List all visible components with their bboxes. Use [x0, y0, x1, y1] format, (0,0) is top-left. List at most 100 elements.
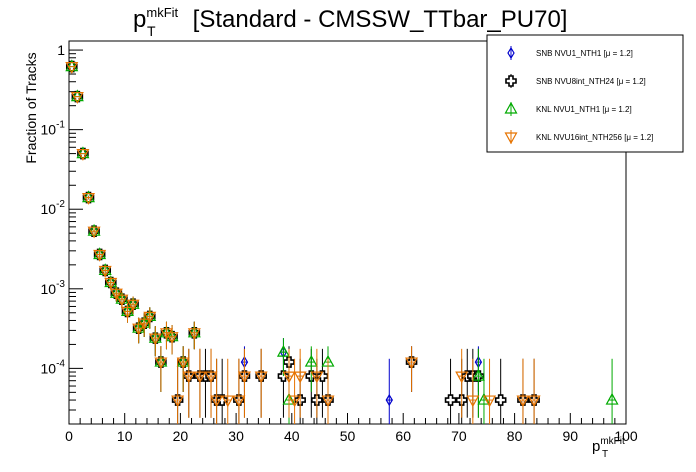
- data-point: [282, 371, 296, 384]
- data-point: [494, 394, 507, 406]
- data-point: [76, 149, 90, 161]
- xlabel-sup: mkFit: [600, 436, 625, 447]
- x-tick-label: 0: [65, 428, 73, 444]
- data-point: [385, 393, 393, 407]
- x-tick-label: 90: [563, 428, 579, 444]
- title-sub: T: [147, 23, 156, 39]
- data-point: [171, 395, 185, 408]
- data-point: [254, 371, 268, 384]
- data-point: [483, 395, 497, 408]
- y-tick-label: 10-3: [41, 279, 66, 297]
- data-point: [176, 357, 190, 370]
- legend: SNB NVU1_NTH1 [μ = 1.2] SNB NVU8int_NTH24…: [486, 34, 684, 153]
- data-point: [76, 146, 90, 159]
- x-tick-label: 70: [451, 428, 467, 444]
- data-point: [159, 328, 173, 341]
- data-point: [321, 395, 335, 408]
- data-point: [288, 395, 302, 408]
- data-point: [115, 294, 129, 307]
- legend-label: SNB NVU1_NTH1 [μ = 1.2]: [536, 49, 633, 58]
- legend-marker: [505, 75, 517, 87]
- data-point: [137, 318, 151, 331]
- legend-entry-1: SNB NVU1_NTH1 [μ = 1.2]: [507, 46, 633, 60]
- data-point: [444, 394, 457, 406]
- data-point: [109, 288, 123, 301]
- series-2: [65, 60, 540, 424]
- legend-label: SNB NVU8int_NTH24 [μ = 1.2]: [536, 77, 646, 86]
- x-tick-label: 80: [507, 428, 523, 444]
- y-axis-label: Fraction of Tracks: [23, 52, 39, 163]
- x-tick-label: 20: [173, 428, 189, 444]
- data-point: [81, 192, 96, 205]
- data-point: [104, 277, 118, 290]
- chart-title: pmkFit T [Standard - CMSSW_TTbar_PU70]: [133, 5, 567, 39]
- legend-label: KNL NVU1_NTH1 [μ = 1.2]: [536, 105, 632, 114]
- legend-marker: [504, 101, 518, 114]
- data-point: [304, 354, 318, 367]
- x-tick-label: 50: [340, 428, 356, 444]
- data-point: [70, 92, 84, 104]
- data-point: [93, 249, 107, 262]
- data-point: [605, 392, 619, 405]
- data-point: [87, 223, 101, 236]
- data-point: [126, 299, 140, 312]
- x-tick-label: 100: [614, 428, 638, 444]
- data-point: [87, 226, 101, 239]
- x-tick-label: 10: [117, 428, 133, 444]
- data-point: [210, 395, 224, 408]
- title-main: p: [133, 6, 146, 33]
- data-point: [232, 395, 246, 408]
- x-tick-label: 60: [395, 428, 411, 444]
- data-point: [148, 333, 162, 346]
- xlabel-main: p: [592, 438, 600, 455]
- data-point: [216, 394, 228, 406]
- xlabel-sub: T: [602, 449, 608, 460]
- title-rest: [Standard - CMSSW_TTbar_PU70]: [186, 6, 567, 33]
- data-point: [527, 395, 541, 408]
- data-point: [293, 371, 307, 384]
- legend-box: [486, 34, 684, 153]
- data-point: [316, 370, 329, 382]
- y-tick-label: 10-2: [41, 199, 66, 217]
- data-point: [182, 371, 196, 384]
- data-point: [165, 332, 179, 344]
- data-point: [98, 265, 112, 278]
- data-point: [193, 371, 207, 384]
- legend-entry-3: KNL NVU1_NTH1 [μ = 1.2]: [504, 101, 632, 116]
- series-4: [65, 61, 541, 424]
- y-tick-label: 1: [57, 42, 65, 58]
- data-point: [120, 306, 134, 319]
- data-point: [187, 328, 201, 341]
- data-point: [143, 311, 157, 324]
- data-point: [81, 190, 96, 203]
- y-tick-label: 10-4: [41, 358, 66, 376]
- data-point: [221, 395, 235, 408]
- data-point: [405, 357, 419, 370]
- data-point: [455, 371, 469, 384]
- series-1: [68, 60, 483, 424]
- x-axis-ticks: 0 10 20 30 40 50 60 70 80 90 100: [65, 413, 638, 444]
- data-point: [471, 368, 485, 381]
- data-point: [477, 392, 491, 405]
- legend-label: KNL NVU16int_NTH256 [μ = 1.2]: [536, 133, 653, 142]
- data-point: [65, 61, 79, 74]
- title-sup: mkFit: [146, 5, 178, 20]
- data-point: [466, 395, 480, 408]
- x-tick-label: 30: [228, 428, 244, 444]
- legend-marker: [504, 132, 518, 145]
- data-point: [310, 371, 324, 384]
- data-point: [516, 395, 530, 408]
- data-point: [154, 357, 168, 370]
- x-axis-label: pmkFit T: [592, 436, 625, 460]
- legend-marker: [507, 46, 515, 60]
- y-tick-label: 10-1: [41, 120, 66, 138]
- data-point: [277, 370, 290, 382]
- x-tick-label: 40: [284, 428, 300, 444]
- legend-entry-4: KNL NVU16int_NTH256 [μ = 1.2]: [504, 130, 653, 145]
- data-point: [70, 89, 84, 102]
- data-point: [132, 323, 146, 336]
- data-point: [237, 371, 251, 384]
- data-point: [65, 59, 79, 72]
